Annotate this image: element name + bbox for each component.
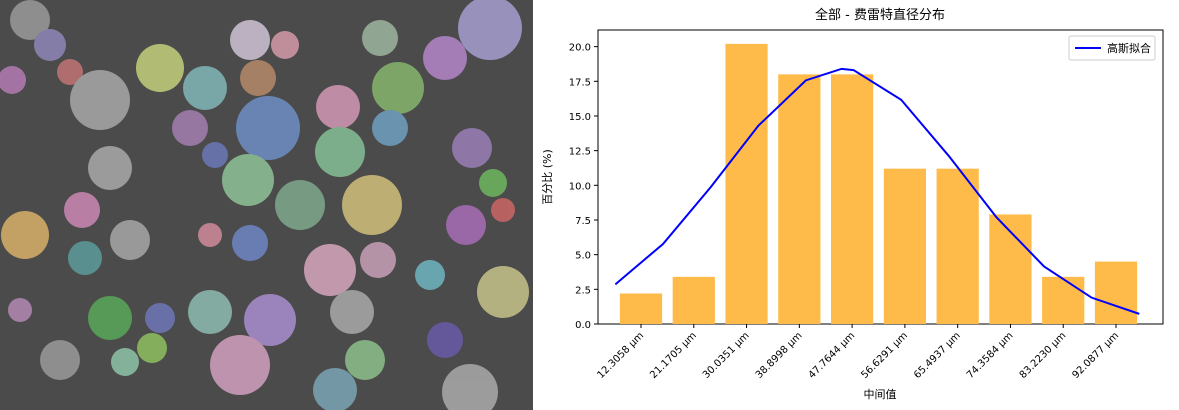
bar — [619, 293, 663, 324]
y-tick-label: 5.0 — [575, 251, 591, 262]
legend-box — [1068, 35, 1156, 61]
x-tick-label: 74.3584 μm — [965, 330, 1016, 381]
y-tick-label: 12.5 — [569, 147, 591, 158]
legend-label: 高斯拟合 — [1107, 41, 1151, 55]
x-tick-label: 65.4937 μm — [912, 330, 963, 381]
y-tick-label: 10.0 — [569, 181, 591, 192]
sem-image — [0, 0, 533, 410]
bar — [672, 276, 715, 324]
bar — [831, 74, 874, 325]
x-tick-label: 38.8998 μm — [754, 330, 805, 381]
fit-line — [614, 67, 1140, 315]
bar — [936, 168, 979, 324]
bar — [725, 43, 768, 325]
y-axis-label: 百分比 (%) — [541, 149, 554, 205]
y-tick-label: 15.0 — [569, 112, 591, 123]
x-axis-label: 中间值 — [864, 388, 897, 401]
y-tick-label: 0.0 — [575, 320, 591, 331]
axes-frame — [597, 29, 1164, 325]
y-tick-label: 2.5 — [575, 285, 591, 296]
chart-title: 全部 - 费雷特直径分布 — [815, 7, 945, 23]
bar — [1042, 276, 1085, 324]
x-tick-label: 83.2230 μm — [1018, 330, 1069, 381]
x-tick-label: 47.7644 μm — [807, 330, 858, 381]
bar — [883, 168, 926, 324]
x-tick-label: 21.1705 μm — [648, 330, 699, 381]
bar — [778, 74, 821, 325]
legend: 高斯拟合 — [1068, 35, 1156, 61]
x-tick-label: 30.0351 μm — [701, 330, 752, 381]
x-tick-label: 56.6291 μm — [859, 330, 910, 381]
y-tick-label: 17.5 — [569, 77, 591, 88]
bar — [1094, 261, 1138, 324]
y-tick-label: 7.5 — [575, 216, 591, 227]
y-tick-label: 20.0 — [569, 43, 591, 54]
x-tick-label: 12.3058 μm — [595, 330, 646, 381]
x-tick-label: 92.0877 μm — [1070, 330, 1121, 381]
